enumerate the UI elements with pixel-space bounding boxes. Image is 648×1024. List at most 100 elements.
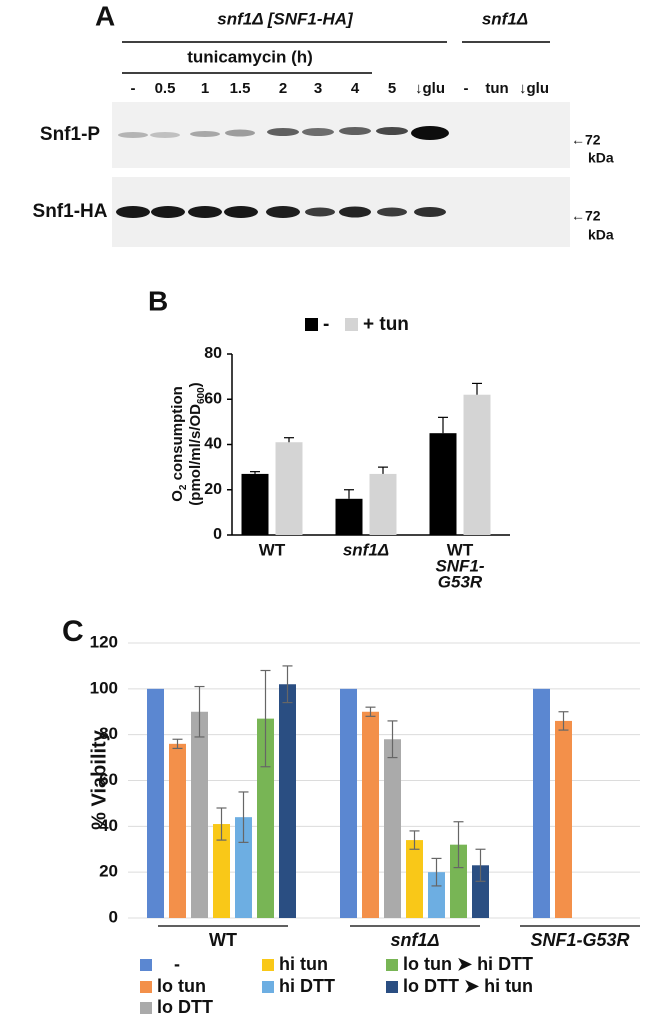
legend-label: hi DTT: [279, 976, 335, 996]
legend-label: lo DTT ➤ hi tun: [403, 976, 533, 996]
legend-swatch: [140, 1002, 152, 1014]
lane-label: 0.5: [155, 80, 176, 97]
legend-label: lo tun ➤ hi DTT: [403, 954, 533, 974]
marker-label: ←72: [571, 208, 601, 224]
y-tick-label: 60: [204, 390, 222, 407]
x-tick-label: SNF1-G53R: [530, 930, 629, 950]
lane-label: 5: [388, 80, 396, 97]
error-bar: [282, 665, 293, 704]
error-bar: [194, 685, 205, 738]
lane-label: ↓glu: [519, 80, 549, 97]
x-tick-label: G53R: [438, 572, 483, 591]
y-tick-label: 40: [99, 816, 118, 835]
error-bar: [431, 857, 442, 887]
legend-label: lo tun: [157, 976, 206, 996]
bar: [428, 872, 445, 918]
legend-label: lo DTT: [157, 997, 213, 1017]
y-axis-label: O2 consumption(pmol/ml/s/OD600): [169, 382, 207, 505]
legend-label: hi tun: [279, 954, 328, 974]
strain-label: snf1Δ: [482, 9, 528, 28]
y-axis-label-part: consumption: [169, 386, 186, 484]
y-tick-label: 100: [90, 678, 118, 697]
lane-label: 3: [314, 80, 322, 97]
marker-unit: kDa: [588, 150, 614, 166]
blot: [112, 102, 570, 168]
lane-label: 4: [351, 80, 360, 97]
error-bar: [238, 791, 249, 843]
bar: [533, 688, 550, 918]
lane-label: 1: [201, 80, 209, 97]
error-bar: [409, 830, 420, 850]
bar: [384, 739, 401, 918]
error-bar: [250, 471, 260, 474]
y-axis-label: % Viability: [88, 729, 110, 830]
error-bar: [558, 711, 569, 731]
y-tick-label: 60: [99, 770, 118, 789]
treatment-label: tunicamycin (h): [187, 47, 313, 66]
error-bar: [378, 466, 388, 474]
legend-swatch: [305, 318, 318, 331]
legend-swatch: [140, 959, 152, 971]
error-bar: [438, 416, 448, 434]
row-label: Snf1-P: [40, 124, 101, 145]
legend-swatch: [386, 981, 398, 993]
legend-swatch: [262, 981, 274, 993]
bar: [472, 865, 489, 918]
bar: [213, 824, 230, 918]
marker-unit: kDa: [588, 227, 614, 243]
bar: [169, 743, 186, 918]
error-bar: [472, 382, 482, 395]
y-tick-label: 80: [204, 345, 222, 362]
bar: [335, 498, 363, 535]
row-label: Snf1-HA: [33, 201, 108, 222]
bar: [463, 394, 491, 535]
error-bar: [453, 821, 464, 869]
legend-swatch: [262, 959, 274, 971]
legend-label: + tun: [363, 314, 409, 335]
lane-label: -: [131, 80, 136, 97]
strain-label: snf1Δ [SNF1-HA]: [217, 9, 354, 28]
y-tick-label: 40: [204, 436, 222, 453]
x-tick-label: WT: [259, 540, 286, 559]
x-tick-label: WT: [447, 540, 474, 559]
bar: [275, 442, 303, 535]
error-bar: [365, 706, 376, 717]
legend-label: -: [174, 954, 180, 974]
y-axis-label-part: 600: [196, 387, 207, 404]
error-bar: [260, 669, 271, 768]
error-bar: [387, 720, 398, 759]
x-tick-label: SNF1-: [435, 556, 484, 575]
lane-label: 2: [279, 80, 287, 97]
y-axis-label-part: O: [169, 490, 186, 502]
y-tick-label: 0: [109, 907, 118, 926]
y-tick-label: 20: [204, 481, 222, 498]
error-bar: [344, 489, 354, 499]
x-tick-label: WT: [209, 930, 237, 950]
marker-label: ←72: [571, 132, 601, 148]
bar: [369, 473, 397, 535]
error-bar: [475, 848, 486, 882]
y-axis-label-part: 2: [178, 484, 189, 490]
y-tick-label: 20: [99, 862, 118, 881]
bar: [362, 711, 379, 918]
panel-label: B: [148, 285, 168, 316]
bar: [279, 684, 296, 918]
y-axis-label-part: ): [187, 382, 204, 387]
legend-swatch: [140, 981, 152, 993]
legend-swatch: [345, 318, 358, 331]
panel-label: C: [62, 615, 84, 648]
error-bar: [284, 437, 294, 443]
x-tick-label: snf1Δ: [343, 540, 389, 559]
x-tick-label: snf1Δ: [390, 930, 439, 950]
bands: [116, 126, 449, 218]
y-tick-label: 80: [99, 724, 118, 743]
bar: [340, 688, 357, 918]
y-tick-label: 0: [213, 526, 222, 543]
bar: [450, 844, 467, 918]
legend-swatch: [386, 959, 398, 971]
lane-label: 1.5: [230, 80, 251, 97]
legend-label: -: [323, 314, 329, 335]
error-bar: [172, 738, 183, 750]
lane-label: ↓glu: [415, 80, 445, 97]
y-axis-label-part: (pmol/ml/s/OD: [187, 404, 204, 506]
